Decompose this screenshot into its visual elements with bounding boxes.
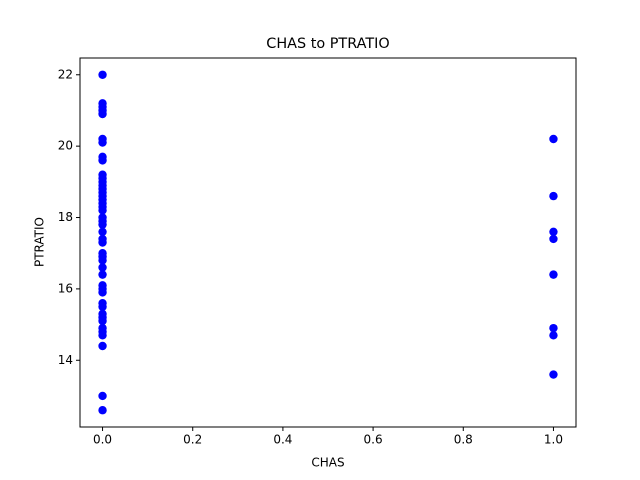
point — [98, 170, 107, 179]
point — [98, 70, 107, 79]
point — [549, 227, 558, 236]
point — [98, 341, 107, 351]
x-tick-label: 0.6 — [364, 433, 383, 447]
x-tick-label: 0.8 — [454, 433, 473, 447]
point — [549, 134, 558, 144]
point — [98, 270, 107, 279]
point — [549, 323, 558, 333]
x-tick-label: 0.2 — [183, 433, 202, 447]
point — [98, 234, 107, 244]
y-tick-label: 18 — [58, 210, 73, 224]
point — [98, 281, 107, 290]
point — [98, 152, 107, 162]
point — [549, 370, 558, 379]
x-axis-label: CHAS — [311, 456, 344, 470]
y-tick-label: 14 — [58, 353, 73, 367]
point — [549, 270, 558, 279]
point — [549, 234, 558, 244]
x-tick-label: 0.0 — [93, 433, 112, 447]
point — [98, 213, 107, 222]
point — [98, 99, 107, 108]
y-tick-label: 22 — [58, 67, 73, 81]
point — [549, 191, 558, 201]
chart-title: CHAS to PTRATIO — [266, 36, 389, 52]
point — [98, 134, 107, 144]
x-tick-label: 0.4 — [273, 433, 292, 447]
point — [98, 227, 107, 236]
point — [98, 323, 107, 333]
y-tick-label: 20 — [58, 139, 73, 153]
point — [98, 263, 107, 272]
point — [98, 298, 107, 308]
point — [98, 406, 107, 415]
point — [98, 309, 107, 319]
point — [98, 391, 107, 401]
point — [98, 249, 107, 258]
y-axis-label: PTRATIO — [33, 217, 47, 267]
plot-frame — [79, 57, 577, 428]
y-tick-label: 16 — [58, 281, 73, 295]
point — [549, 331, 558, 340]
x-tick-label: 1.0 — [544, 433, 563, 447]
